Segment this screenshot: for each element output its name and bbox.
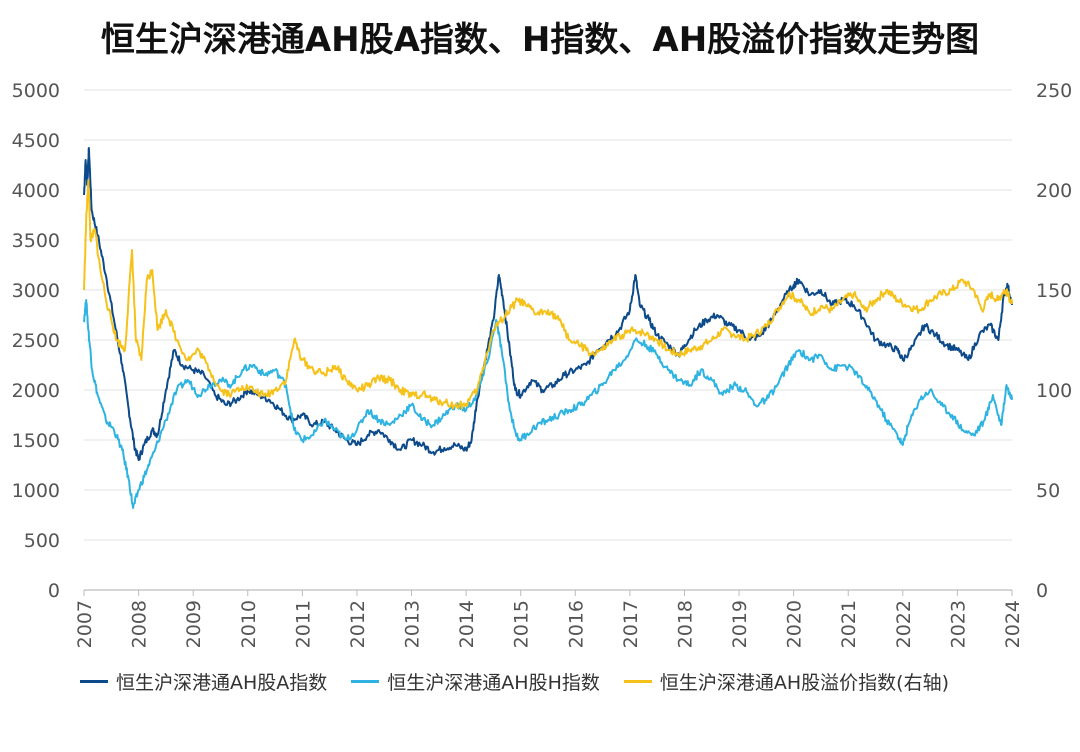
y-left-tick-label: 0 [48, 580, 60, 602]
chart-legend: 恒生沪深港通AH股A指数 恒生沪深港通AH股H指数 恒生沪深港通AH股溢价指数(… [80, 668, 949, 695]
legend-label-a-index: 恒生沪深港通AH股A指数 [116, 672, 328, 694]
y-right-tick-label: 0 [1036, 580, 1048, 602]
x-tick-label: 2024 [1002, 600, 1024, 648]
y-left-tick-label: 4500 [12, 130, 60, 152]
x-tick-label: 2016 [565, 600, 587, 648]
y-right-tick-label: 250 [1036, 80, 1072, 102]
y-left-tick-label: 3500 [12, 230, 60, 252]
x-tick-label: 2013 [402, 600, 424, 648]
series-line-h-index [83, 299, 1013, 509]
chart-title: 恒生沪深港通AH股A指数、H指数、AH股溢价指数走势图 [100, 20, 980, 60]
y-right-tick-label: 150 [1036, 280, 1072, 302]
y-left-tick-label: 2500 [12, 330, 60, 352]
x-tick-label: 2011 [292, 600, 314, 648]
legend-swatch-h-index [351, 680, 380, 683]
x-tick-label: 2007 [74, 600, 96, 648]
y-right-tick-label: 50 [1036, 480, 1060, 502]
y-left-tick-label: 500 [24, 530, 60, 552]
legend-item-h-index: 恒生沪深港通AH股H指数 [351, 668, 600, 695]
x-tick-label: 2019 [729, 600, 751, 648]
y-left-tick-label: 1500 [12, 430, 60, 452]
x-tick-label: 2012 [347, 600, 369, 648]
legend-item-premium-index: 恒生沪深港通AH股溢价指数(右轴) [623, 668, 949, 695]
x-tick-label: 2010 [238, 600, 260, 648]
x-tick-label: 2014 [456, 600, 478, 648]
x-tick-label: 2022 [893, 600, 915, 648]
series-line-premium-index [83, 179, 1013, 410]
y-right-tick-label: 200 [1036, 180, 1072, 202]
y-left-tick-label: 3000 [12, 280, 60, 302]
legend-label-premium-index: 恒生沪深港通AH股溢价指数(右轴) [659, 672, 949, 694]
y-right-tick-label: 100 [1036, 380, 1072, 402]
legend-swatch-premium-index [623, 680, 652, 683]
series-line-a-index [83, 147, 1013, 461]
x-tick-label: 2018 [674, 600, 696, 648]
legend-label-h-index: 恒生沪深港通AH股H指数 [387, 672, 600, 694]
legend-item-a-index: 恒生沪深港通AH股A指数 [80, 668, 327, 695]
y-left-tick-label: 2000 [12, 380, 60, 402]
y-left-tick-label: 1000 [12, 480, 60, 502]
legend-swatch-a-index [80, 680, 108, 683]
x-tick-label: 2008 [129, 600, 151, 648]
x-tick-label: 2009 [183, 600, 205, 648]
x-tick-label: 2021 [838, 600, 860, 648]
x-tick-label: 2017 [620, 600, 642, 648]
x-tick-label: 2023 [947, 600, 969, 648]
y-left-tick-label: 5000 [12, 80, 60, 102]
y-left-tick-label: 4000 [12, 180, 60, 202]
x-tick-label: 2020 [784, 600, 806, 648]
x-tick-label: 2015 [511, 600, 533, 648]
